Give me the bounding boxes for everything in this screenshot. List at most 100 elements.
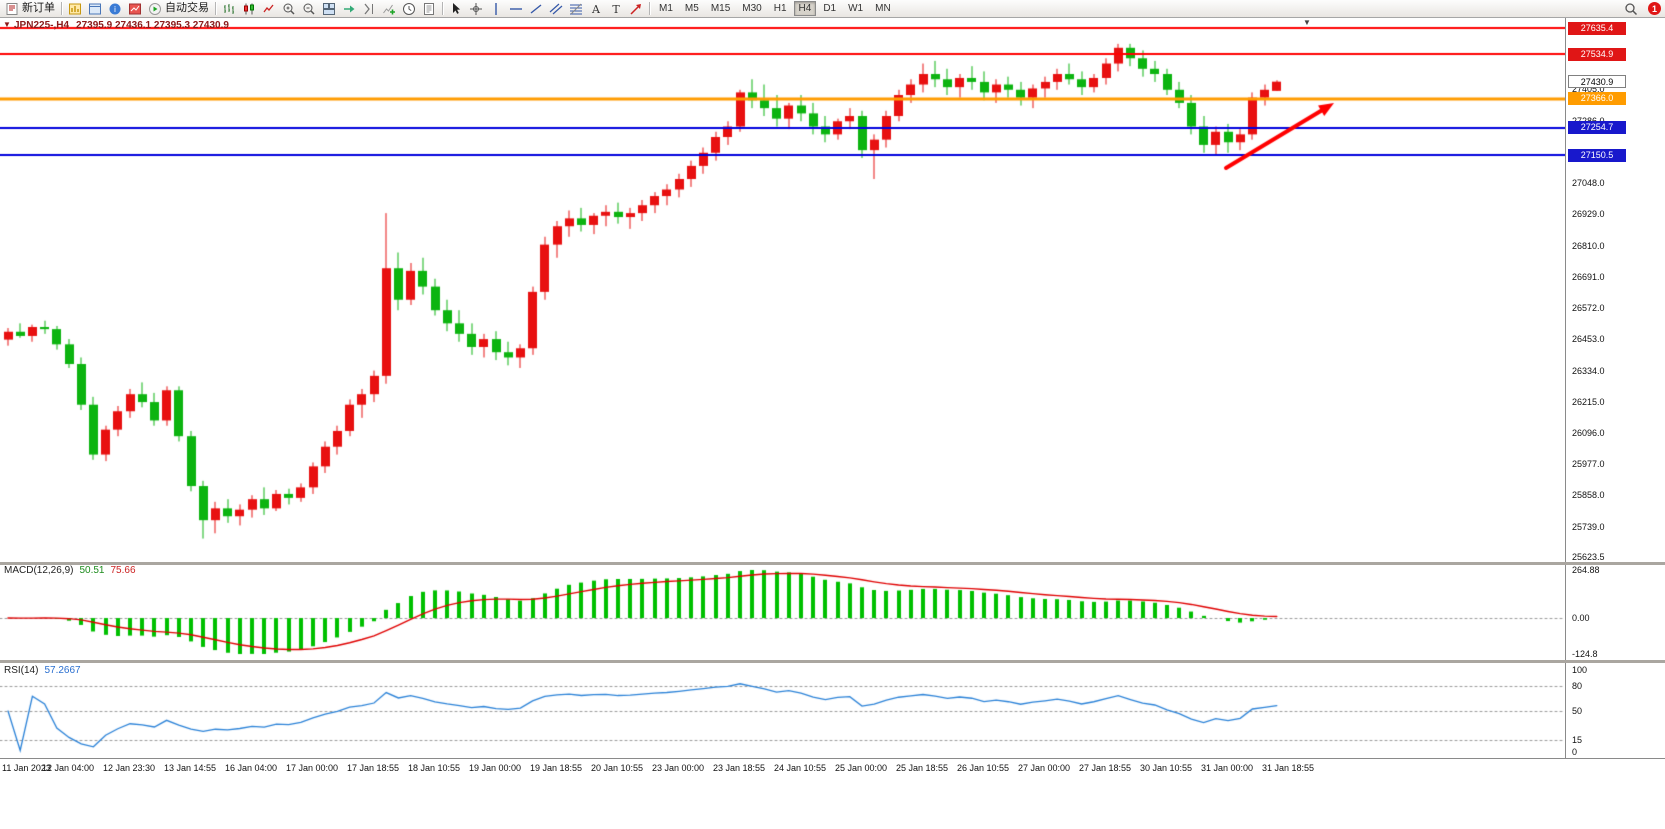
svg-text:A: A (591, 3, 601, 16)
time-tick-label: 19 Jan 00:00 (469, 763, 522, 773)
tile-windows-icon (322, 2, 336, 16)
trendline-button[interactable] (527, 1, 545, 17)
crosshair-icon (469, 2, 483, 16)
time-tick-label: 11 Jan 2023 (2, 763, 51, 773)
text-button[interactable]: A (587, 1, 605, 17)
rsi-scale-label: 15 (1572, 735, 1583, 745)
toolbar-separator (442, 2, 443, 15)
time-tick-label: 12 Jan 23:30 (103, 763, 156, 773)
template-icon (422, 2, 436, 16)
info-icon: i (108, 2, 122, 16)
cursor-icon (449, 2, 463, 16)
new-order-button-label: 新订单 (22, 2, 55, 14)
search-icon[interactable] (1622, 1, 1640, 17)
timeframe-W1[interactable]: W1 (848, 3, 864, 14)
svg-text:i: i (114, 5, 116, 14)
price-tick-label: 26691.0 (1572, 272, 1605, 282)
rsi-scale-label: 0 (1572, 747, 1578, 757)
candlestick-icon (242, 2, 256, 16)
time-tick-label: 17 Jan 18:55 (347, 763, 400, 773)
time-tick-label: 27 Jan 18:55 (1079, 763, 1132, 773)
time-tick-label: 25 Jan 18:55 (896, 763, 949, 773)
autotrade-icon (148, 2, 162, 16)
price-level-badge: 27430.9 (1568, 75, 1626, 88)
arrows-button[interactable] (627, 1, 645, 17)
timeframe-H1[interactable]: H1 (773, 3, 787, 14)
auto-trading-button-label: 自动交易 (165, 2, 209, 14)
new-order-button[interactable]: 新订单 (3, 1, 57, 17)
vertical-line-button[interactable] (487, 1, 505, 17)
one-click-trading-toggle-icon[interactable] (3, 20, 11, 29)
channel-button[interactable] (547, 1, 565, 17)
ohlc-readout: 27395.9 27436.1 27395.3 27430.9 (76, 20, 229, 31)
auto-scroll-button[interactable] (340, 1, 358, 17)
timeframe-MN[interactable]: MN (875, 3, 891, 14)
price-tick-label: 25977.0 (1572, 459, 1605, 469)
toolbar-separator (61, 2, 62, 15)
price-chart-canvas[interactable] (0, 18, 1565, 758)
market-watch-button[interactable] (126, 1, 144, 17)
macd-title: MACD(12,26,9) (4, 565, 74, 576)
price-tick-label: 25858.0 (1572, 490, 1605, 500)
help-button[interactable]: i (106, 1, 124, 17)
panel-splitter[interactable] (0, 562, 1665, 565)
horizontal-line-button[interactable] (507, 1, 525, 17)
svg-text:T: T (612, 3, 620, 16)
time-tick-label: 13 Jan 14:55 (164, 763, 217, 773)
price-tick-label: 26572.0 (1572, 303, 1605, 313)
chart-shift-marker-icon[interactable] (1303, 18, 1311, 27)
timeframe-D1[interactable]: D1 (823, 3, 837, 14)
candlestick-button[interactable] (240, 1, 258, 17)
channel-icon (549, 2, 563, 16)
time-tick-label: 31 Jan 00:00 (1201, 763, 1254, 773)
bar-chart-button[interactable] (220, 1, 238, 17)
symbol-timeframe-label: JPN225-,H4 (14, 20, 70, 31)
macd-scale-label: -124.8 (1572, 649, 1598, 659)
indicators-button[interactable] (380, 1, 398, 17)
periods-button[interactable] (400, 1, 418, 17)
timeframe-M30[interactable]: M30 (742, 3, 762, 14)
time-tick-label: 26 Jan 10:55 (957, 763, 1010, 773)
price-tick-label: 26929.0 (1572, 209, 1605, 219)
auto-trading-button[interactable]: 自动交易 (146, 1, 211, 17)
timeframe-M15[interactable]: M15 (710, 3, 731, 14)
notification-badge[interactable]: 1 (1648, 2, 1661, 15)
time-tick-label: 19 Jan 18:55 (530, 763, 583, 773)
charts-button[interactable] (66, 1, 84, 17)
time-tick-label: 23 Jan 00:00 (652, 763, 705, 773)
zoom-in-button[interactable] (280, 1, 298, 17)
text-label-icon: T (609, 2, 623, 16)
toolbar-separator (215, 2, 216, 15)
price-scale[interactable]: 27405.027286.027048.026929.026810.026691… (1565, 18, 1665, 758)
zoom-out-button[interactable] (300, 1, 318, 17)
timeframe-M5[interactable]: M5 (684, 3, 699, 14)
indicators-icon (382, 2, 396, 16)
macd-indicator-label: MACD(12,26,9) 50.51 75.66 (4, 565, 136, 576)
toolbar-right-section: 1 (1621, 1, 1661, 17)
templates-button[interactable] (420, 1, 438, 17)
text-label-button[interactable]: T (607, 1, 625, 17)
toolbar-separator (649, 2, 650, 15)
panel-splitter[interactable] (0, 660, 1665, 663)
time-tick-label: 23 Jan 18:55 (713, 763, 766, 773)
chart-shift-button[interactable] (360, 1, 378, 17)
rsi-scale-label: 80 (1572, 681, 1583, 691)
timeframe-H4[interactable]: H4 (793, 1, 817, 16)
crosshair-button[interactable] (467, 1, 485, 17)
time-tick-label: 30 Jan 10:55 (1140, 763, 1193, 773)
vertical-line-icon (489, 2, 503, 16)
fibonacci-button[interactable] (567, 1, 585, 17)
cursor-button[interactable] (447, 1, 465, 17)
chart-shift-icon (362, 2, 376, 16)
data-window-button[interactable] (86, 1, 104, 17)
timeframe-M1[interactable]: M1 (659, 3, 673, 14)
main-toolbar: 新订单 i 自动交易 A T M1 M5 M15 M30 H1 H4 D1 W1 MN 1 (0, 0, 1665, 18)
line-chart-button[interactable] (260, 1, 278, 17)
price-tick-label: 26334.0 (1572, 366, 1605, 376)
rsi-value: 57.2667 (44, 665, 81, 676)
tile-windows-button[interactable] (320, 1, 338, 17)
price-tick-label: 25739.0 (1572, 522, 1605, 532)
chart-header: JPN225-,H4 27395.9 27436.1 27395.3 27430… (14, 20, 229, 31)
time-scale[interactable]: 11 Jan 2023 12 Jan 04:00 12 Jan 23:30 13 Ja… (0, 758, 1665, 829)
price-tick-label: 25623.5 (1572, 552, 1605, 562)
